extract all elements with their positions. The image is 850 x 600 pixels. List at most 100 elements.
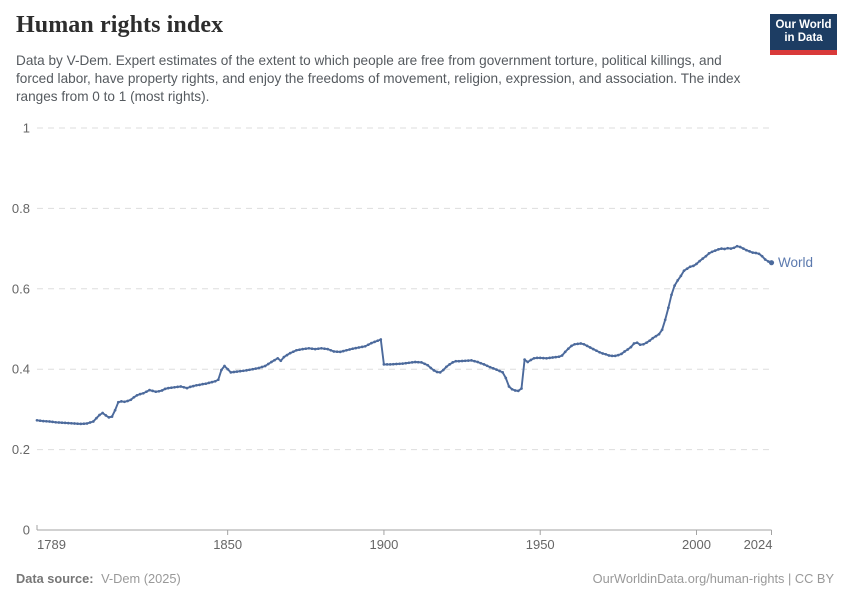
data-point xyxy=(507,385,511,388)
data-point xyxy=(301,347,305,351)
data-point xyxy=(151,389,154,393)
y-tick-label: 1 xyxy=(23,121,30,136)
data-point xyxy=(554,355,558,359)
data-point xyxy=(748,250,751,253)
data-point xyxy=(757,252,761,256)
data-point xyxy=(373,340,376,344)
data-point xyxy=(395,362,398,366)
data-point xyxy=(488,365,492,369)
data-point xyxy=(251,367,255,371)
owid-logo[interactable]: Our World in Data xyxy=(770,14,837,55)
data-point xyxy=(445,365,448,369)
data-point xyxy=(635,341,639,345)
data-point xyxy=(663,318,667,322)
data-point xyxy=(729,247,733,250)
data-point xyxy=(45,419,48,423)
data-point xyxy=(538,356,542,360)
data-point xyxy=(357,346,361,349)
data-point xyxy=(54,420,58,424)
data-point xyxy=(223,364,226,368)
data-source-value: V-Dem (2025) xyxy=(101,571,181,586)
data-point xyxy=(735,244,739,248)
data-point xyxy=(38,419,42,423)
data-point xyxy=(401,362,405,365)
data-point xyxy=(723,247,726,251)
data-point xyxy=(676,279,680,282)
data-point xyxy=(435,370,439,374)
data-point xyxy=(60,421,64,425)
data-point xyxy=(429,366,433,370)
data-point xyxy=(476,360,480,364)
data-point xyxy=(279,359,283,363)
data-point xyxy=(620,352,623,356)
data-point xyxy=(263,364,267,368)
data-point xyxy=(682,269,686,273)
data-point xyxy=(157,389,161,393)
data-point xyxy=(657,332,661,336)
data-point xyxy=(163,387,167,391)
attribution-link[interactable]: OurWorldinData.org/human-rights | CC BY xyxy=(592,571,834,586)
data-point xyxy=(126,399,129,403)
data-point xyxy=(285,353,289,357)
data-point xyxy=(273,358,276,362)
data-point xyxy=(645,341,648,345)
data-point xyxy=(113,408,117,412)
data-point xyxy=(501,371,505,374)
data-point xyxy=(145,390,148,394)
data-point xyxy=(582,342,586,346)
data-point xyxy=(366,343,370,347)
series-label-world: World xyxy=(778,255,813,270)
data-point xyxy=(235,370,239,373)
data-point xyxy=(148,388,151,392)
data-point xyxy=(170,386,173,390)
data-point xyxy=(291,350,295,354)
data-point xyxy=(482,363,486,366)
data-point xyxy=(123,400,126,404)
data-point xyxy=(679,274,683,278)
data-point xyxy=(201,382,205,386)
data-source: Data source: V-Dem (2025) xyxy=(16,571,181,586)
x-tick-label: 2000 xyxy=(682,537,711,552)
data-point xyxy=(141,391,145,395)
data-point xyxy=(410,361,414,364)
data-point xyxy=(598,350,601,354)
data-point xyxy=(266,362,270,366)
data-point xyxy=(426,363,430,367)
data-point xyxy=(707,252,711,255)
data-point xyxy=(613,354,617,358)
data-point xyxy=(391,362,395,366)
data-point xyxy=(260,365,264,369)
y-tick-label: 0.2 xyxy=(12,442,30,457)
data-point xyxy=(642,342,645,346)
data-point xyxy=(557,355,561,359)
data-point xyxy=(454,359,458,363)
data-point xyxy=(416,360,420,364)
data-point xyxy=(551,356,555,359)
data-point xyxy=(688,265,692,269)
data-point xyxy=(35,418,39,422)
data-point xyxy=(751,251,755,254)
data-point xyxy=(257,366,261,370)
data-point xyxy=(570,344,573,348)
y-tick-label: 0.8 xyxy=(12,201,30,216)
data-point xyxy=(332,350,336,353)
data-point xyxy=(338,350,342,354)
data-point xyxy=(210,380,214,384)
x-tick-label: 1950 xyxy=(526,537,555,552)
data-point xyxy=(91,420,95,423)
data-point xyxy=(76,422,79,426)
data-point xyxy=(563,350,567,354)
data-point xyxy=(470,359,473,362)
data-point xyxy=(323,347,326,351)
data-point xyxy=(282,355,286,359)
data-point xyxy=(745,248,748,252)
data-point xyxy=(423,362,426,366)
data-point xyxy=(407,361,411,365)
data-point xyxy=(207,381,211,385)
line-series-world[interactable] xyxy=(36,245,773,425)
data-point xyxy=(463,359,467,363)
data-point xyxy=(132,395,136,399)
data-point xyxy=(351,347,355,351)
